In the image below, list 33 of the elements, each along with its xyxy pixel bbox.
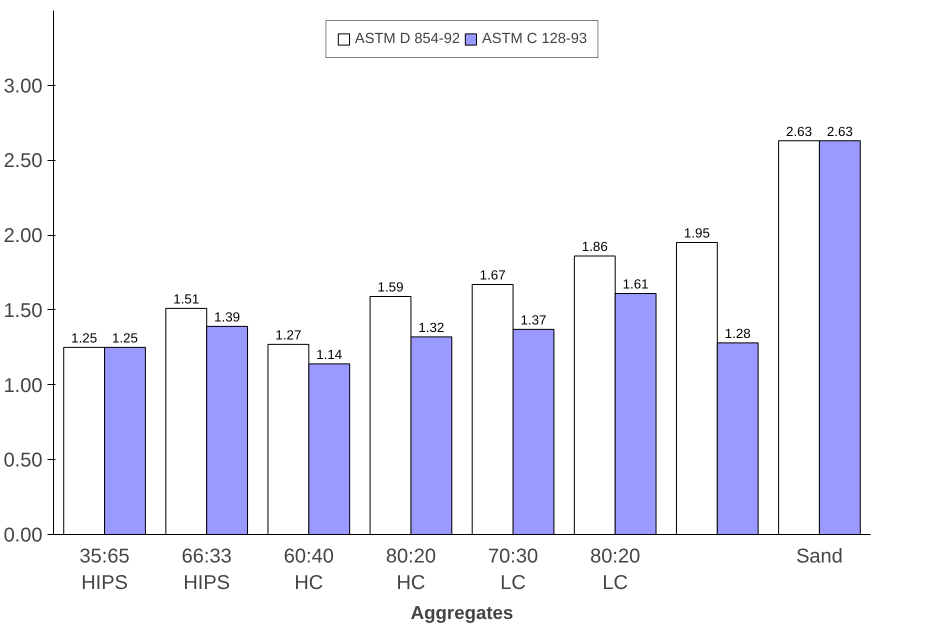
- data-label: 1.28: [724, 326, 751, 341]
- y-tick-label: 1.00: [4, 374, 43, 397]
- data-label: 1.59: [378, 279, 404, 294]
- x-axis-title: Aggregates: [410, 602, 514, 623]
- x-tick-label: 60:40 HC: [284, 546, 334, 594]
- legend-label: ASTM C 128-93: [482, 31, 588, 47]
- x-tick-label: 80:20 HC: [386, 546, 436, 594]
- data-label: 1.37: [520, 312, 546, 328]
- data-label: 2.63: [786, 124, 812, 139]
- y-tick-label: 0.50: [4, 450, 43, 472]
- x-tick-label: 70:30 LC: [488, 546, 538, 594]
- y-tick-label: 0.00: [4, 524, 43, 546]
- data-label: 1.51: [173, 291, 200, 306]
- x-tick-label: Sand: [796, 546, 843, 568]
- x-tick-label: 35:65 HIPS: [80, 546, 130, 594]
- data-label: 1.86: [582, 239, 608, 254]
- data-label: 1.25: [71, 330, 98, 346]
- data-label: 1.61: [622, 276, 649, 292]
- data-label: 1.95: [684, 226, 710, 241]
- y-tick-label: 3.00: [4, 75, 43, 98]
- data-label: 1.14: [316, 346, 343, 362]
- y-tick-label: 2.00: [4, 225, 43, 248]
- x-tick-label: 80:20 LC: [590, 546, 640, 594]
- data-label: 2.63: [826, 124, 853, 139]
- data-label: 1.27: [275, 327, 302, 342]
- data-label: 1.39: [214, 309, 240, 324]
- y-tick-label: 2.50: [4, 150, 43, 172]
- x-tick-label: 66:33 HIPS: [182, 546, 232, 594]
- legend-label: ASTM D 854-92: [354, 31, 460, 47]
- data-label: 1.67: [480, 267, 506, 282]
- data-label: 1.25: [112, 330, 138, 346]
- data-label: 1.32: [418, 320, 444, 335]
- y-tick-label: 1.50: [4, 300, 43, 322]
